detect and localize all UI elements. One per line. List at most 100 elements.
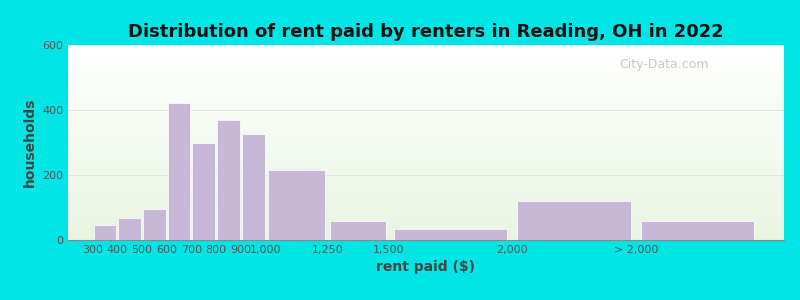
Bar [68,232,784,234]
Bar [68,94,784,96]
Bar [68,64,784,66]
Bar [68,96,784,98]
Bar [68,152,784,154]
Bar [68,103,784,105]
Bar [641,220,754,240]
Bar [68,205,784,207]
Bar [68,131,784,133]
Bar [68,234,784,236]
Bar [268,170,325,240]
Bar [68,133,784,135]
Bar [193,142,215,240]
Bar [68,55,784,57]
Bar [68,57,784,59]
Bar [68,228,784,230]
Bar [68,144,784,146]
Bar [68,139,784,140]
Bar [68,86,784,88]
Bar [168,103,190,240]
Bar [68,222,784,224]
Bar [68,84,784,86]
Bar [68,140,784,142]
Bar [68,62,784,64]
Bar [68,183,784,185]
Bar [68,220,784,222]
Bar [68,226,784,228]
Bar [68,119,784,121]
Bar [68,224,784,226]
Bar [68,146,784,148]
Bar [68,185,784,187]
Bar [68,74,784,76]
Bar [68,47,784,49]
Bar [68,174,784,176]
Bar [518,201,631,240]
Bar [68,53,784,55]
Bar [68,135,784,137]
Title: Distribution of rent paid by renters in Reading, OH in 2022: Distribution of rent paid by renters in … [128,23,724,41]
Bar [68,160,784,162]
Y-axis label: households: households [22,98,37,187]
Bar [68,136,784,139]
Bar [68,76,784,78]
Text: City-Data.com: City-Data.com [619,58,709,71]
Bar [68,203,784,205]
Bar [68,121,784,123]
Bar [94,225,116,240]
Bar [68,98,784,100]
Bar [68,92,784,94]
Bar [68,123,784,125]
Bar [68,82,784,84]
Bar [68,197,784,199]
Bar [68,156,784,158]
Bar [68,111,784,113]
Bar [68,68,784,70]
Bar [68,170,784,172]
Bar [68,201,784,203]
Bar [68,58,784,61]
Bar [68,113,784,115]
Bar [68,72,784,74]
Bar [68,199,784,201]
Bar [68,115,784,117]
Bar [68,127,784,129]
Bar [68,182,784,183]
Bar [143,209,166,240]
Bar [68,150,784,152]
Bar [68,109,784,111]
Bar [68,211,784,213]
Bar [68,107,784,109]
Bar [68,158,784,160]
Bar [68,66,784,68]
Bar [68,51,784,53]
Bar [68,191,784,193]
Bar [68,218,784,220]
Bar [68,209,784,211]
Bar [68,90,784,92]
Bar [68,105,784,107]
Bar [68,80,784,82]
Bar [118,218,141,240]
Bar [68,125,784,127]
Bar [330,220,386,240]
Bar [68,148,784,150]
Bar [68,179,784,182]
Bar [242,134,265,240]
Bar [68,172,784,174]
Bar [68,207,784,209]
Bar [68,168,784,170]
Bar [68,189,784,191]
Bar [68,117,784,119]
Bar [68,100,784,101]
Bar [68,217,784,218]
Bar [68,178,784,179]
Bar [68,238,784,240]
Bar [68,164,784,166]
Bar [68,154,784,156]
Bar [68,213,784,215]
Bar [68,101,784,103]
Bar [68,142,784,144]
Bar [68,45,784,47]
Bar [217,120,240,240]
Bar [68,193,784,195]
